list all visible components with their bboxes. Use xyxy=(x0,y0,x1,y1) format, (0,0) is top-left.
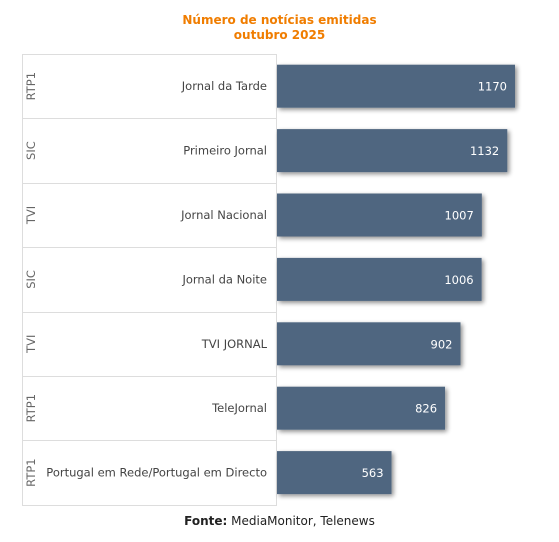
bar-value-label: 902 xyxy=(431,337,453,351)
program-label: TeleJornal xyxy=(211,401,267,415)
chart-title: Número de notícias emitidas xyxy=(182,13,377,27)
bar-value-label: 1132 xyxy=(470,144,499,158)
source-label: Fonte: xyxy=(184,514,228,528)
channel-label: SIC xyxy=(24,141,38,160)
bar xyxy=(277,386,446,430)
program-label: Jornal da Tarde xyxy=(181,79,267,93)
bar xyxy=(277,193,482,237)
channel-label: SIC xyxy=(24,270,38,289)
bar xyxy=(277,451,392,495)
source-text: MediaMonitor, Telenews xyxy=(231,514,375,528)
bar-value-label: 826 xyxy=(415,402,437,416)
bar-value-label: 1007 xyxy=(445,209,474,223)
channel-label: TVI xyxy=(24,206,38,225)
channel-label: RTP1 xyxy=(24,394,38,422)
channel-label: RTP1 xyxy=(24,72,38,100)
chart-subtitle: outubro 2025 xyxy=(233,28,326,42)
bar-value-label: 1170 xyxy=(478,80,507,94)
category-labels: Jornal da Tarde RTP1 Primeiro Jornal SIC Jor… xyxy=(24,72,268,487)
bar-value-label: 1006 xyxy=(444,273,473,287)
channel-label: RTP1 xyxy=(24,458,38,486)
program-label: Primeiro Jornal xyxy=(183,144,267,158)
chart-title-block: Número de notícias emitidas outubro 2025 xyxy=(0,13,559,43)
bar xyxy=(277,322,461,366)
program-label: Portugal em Rede/Portugal em Directo xyxy=(46,466,267,480)
program-label: Jornal da Noite xyxy=(181,272,267,286)
program-label: Jornal Nacional xyxy=(180,208,267,222)
category-grid xyxy=(22,54,277,506)
bar xyxy=(277,129,508,173)
chart-source: Fonte: MediaMonitor, Telenews xyxy=(0,514,559,528)
channel-label: TVI xyxy=(24,335,38,354)
bar xyxy=(277,64,515,108)
bar xyxy=(277,257,482,301)
bars: 1170 1132 1007 1006 902 826 563 xyxy=(277,64,515,495)
program-label: TVI JORNAL xyxy=(201,337,268,351)
bar-value-label: 563 xyxy=(362,466,384,480)
